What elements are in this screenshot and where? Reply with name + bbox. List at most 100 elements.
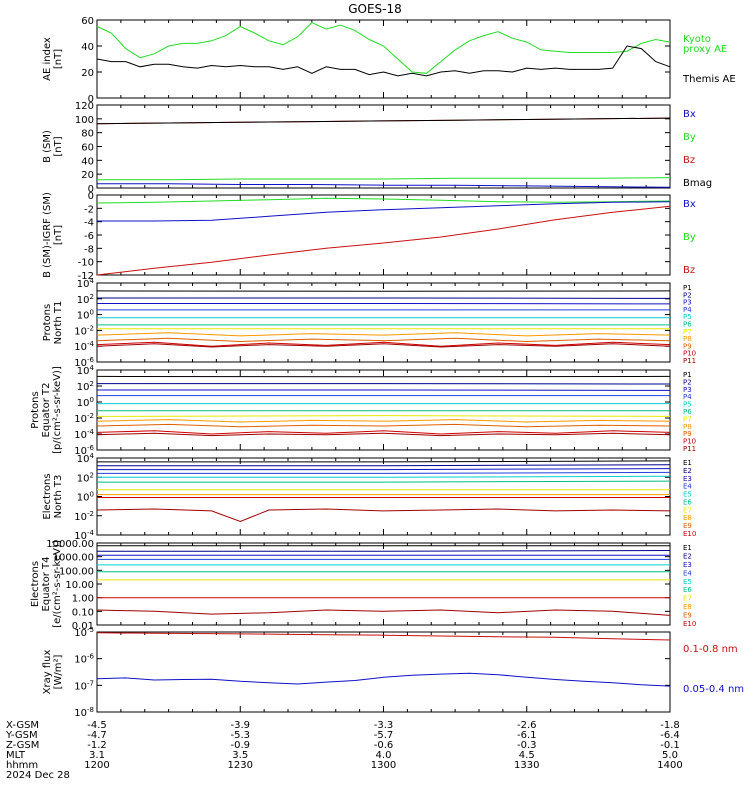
panel-frame — [97, 632, 670, 712]
legend-entry: Themis AE — [682, 74, 736, 85]
y-axis-label: Protons — [30, 391, 41, 428]
y-tick-label: 10-8 — [74, 706, 94, 719]
series-line-e5 — [97, 476, 670, 477]
y-tick-label: 40 — [81, 156, 94, 167]
legend-entry: E8 — [683, 514, 692, 522]
y-axis-label: B (SM)-IGRF (SM) — [42, 192, 53, 278]
y-tick-label: 1.00 — [72, 594, 94, 605]
legend-entry: E5 — [683, 578, 692, 586]
legend-entry: E1 — [683, 544, 692, 552]
panel-frame — [97, 283, 670, 362]
y-axis-label: [nT] — [53, 225, 64, 245]
legend-entry: E6 — [683, 498, 692, 506]
series-line-e4 — [97, 472, 670, 473]
y-tick-label: 120 — [75, 101, 94, 112]
y-tick-label: -6 — [84, 231, 94, 242]
y-tick-label: 100 — [77, 491, 94, 504]
y-axis-label: Electrons — [42, 473, 53, 519]
legend-entry: E7 — [683, 506, 692, 514]
panel-2: 0-2-4-6-8-10-12B (SM)-IGRF (SM)[nT]BxByB… — [42, 191, 696, 282]
y-axis-label: Xray flux — [42, 650, 53, 695]
legend-entry: Bz — [683, 265, 695, 276]
series-line-by — [97, 178, 670, 180]
legend-entry: E10 — [683, 620, 696, 628]
legend-entry: Bx — [683, 109, 696, 120]
legend-entry: E2 — [683, 552, 692, 560]
y-tick-label: -10 — [78, 258, 94, 269]
y-tick-label: 104 — [77, 364, 95, 377]
series-line-p8 — [97, 420, 670, 422]
series-line-themis-ae — [97, 46, 670, 76]
y-axis-label: Equator T4 — [41, 557, 52, 612]
plot-title: GOES-18 — [348, 2, 402, 16]
legend-entry: E6 — [683, 586, 692, 594]
y-tick-label: 10-2 — [74, 412, 94, 425]
x-row-value: 1230 — [228, 760, 253, 771]
y-axis-label: North T3 — [53, 475, 64, 519]
y-axis-label: AE index — [42, 37, 53, 81]
legend-entry: 0.1-0.8 nm — [683, 644, 738, 655]
series-line-kyoto-proxy-ae — [97, 23, 670, 74]
y-axis-label: Equator T2 — [41, 383, 52, 438]
x-row-value: 1300 — [371, 760, 396, 771]
series-line-bz — [97, 206, 670, 275]
panel-frame — [97, 370, 670, 450]
legend-entry: By — [683, 232, 696, 243]
y-tick-label: 10-2 — [74, 324, 94, 337]
legend-entry: E4 — [683, 569, 692, 577]
y-tick-label: 10.00 — [65, 580, 94, 591]
legend-entry: E10 — [683, 530, 696, 538]
legend-entry: Bx — [683, 199, 696, 210]
series-line-bmag — [97, 118, 670, 124]
series-line-p9 — [97, 424, 670, 426]
y-tick-label: 10-5 — [74, 626, 94, 639]
y-axis-label: [p/(cm²-s-sr-keV)] — [52, 366, 63, 454]
y-tick-label: 104 — [77, 277, 95, 290]
y-tick-label: 10-6 — [74, 653, 94, 666]
legend-entry: proxy AE — [683, 44, 727, 55]
y-tick-label: 102 — [77, 293, 94, 306]
y-axis-label: North T1 — [53, 301, 64, 345]
panel-frame — [97, 105, 670, 188]
series-line-e10 — [97, 509, 670, 522]
y-tick-label: 10-4 — [74, 428, 94, 441]
y-tick-label: 100 — [77, 396, 94, 409]
y-tick-label: -8 — [84, 244, 94, 255]
series-line-bx — [97, 202, 670, 221]
legend-entry: E2 — [683, 467, 692, 475]
x-row-value: 1400 — [657, 760, 682, 771]
x-row-value: 1200 — [84, 760, 109, 771]
legend-entry: E4 — [683, 483, 692, 491]
y-tick-label: 20 — [81, 68, 94, 79]
series-line-e2 — [97, 551, 670, 552]
y-tick-label: 0.10 — [72, 607, 94, 618]
y-tick-label: 100 — [77, 309, 94, 322]
y-tick-label: 60 — [81, 16, 94, 27]
plot-date: 2024 Dec 28 — [6, 770, 70, 781]
panel-frame — [97, 20, 670, 98]
y-tick-label: 102 — [77, 380, 94, 393]
y-tick-label: 104 — [77, 452, 95, 465]
series-line-p8 — [97, 333, 670, 336]
y-axis-label: [e/(cm²-s-sr-keV)] — [52, 540, 63, 628]
y-tick-label: 40 — [81, 42, 94, 53]
legend-entry: Bz — [683, 155, 695, 166]
y-tick-label: -2 — [84, 204, 94, 215]
y-axis-label: [nT] — [53, 49, 64, 69]
y-tick-label: 10-4 — [74, 340, 94, 353]
series-line-p11 — [97, 433, 670, 435]
y-tick-label: -4 — [84, 218, 94, 229]
y-tick-label: 0 — [88, 191, 94, 202]
series-line-e6 — [97, 481, 670, 482]
series-line-e3 — [97, 469, 670, 470]
legend-entry: Bmag — [683, 178, 712, 189]
legend-entry: E3 — [683, 475, 692, 483]
y-axis-label: Protons — [42, 304, 53, 341]
series-line-p7 — [97, 416, 670, 417]
y-axis-label: [W/m²] — [53, 654, 64, 689]
